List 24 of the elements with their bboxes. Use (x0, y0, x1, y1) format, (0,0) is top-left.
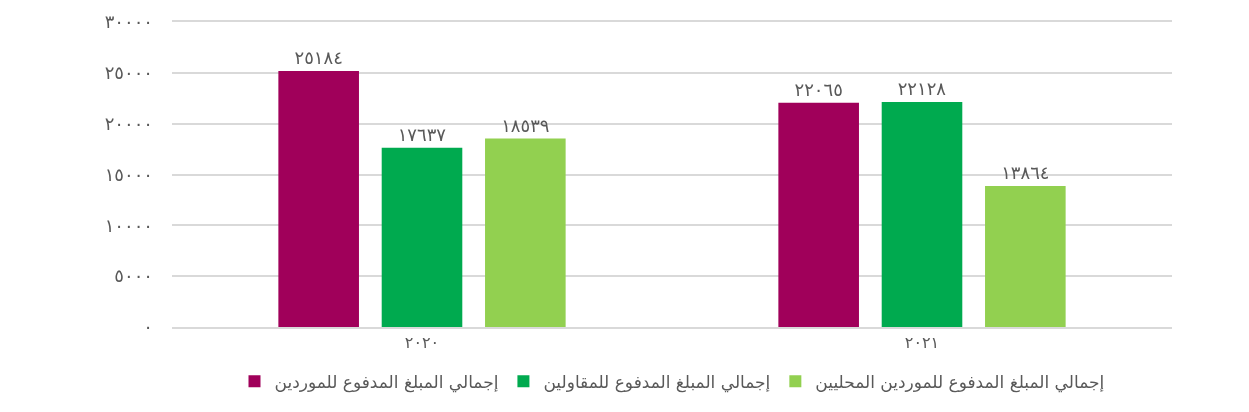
y-tick-label: ٥٠٠٠ (114, 265, 153, 287)
legend-label: إجمالي المبلغ المدفوع للموردين المحليين (815, 371, 1105, 393)
x-tick-label: ٢٠٢٠ (404, 332, 440, 352)
y-tick-label: ٠ (143, 316, 153, 338)
bar (778, 102, 859, 327)
data-label: ١٨٥٣٩ (501, 114, 550, 136)
y-tick-label: ٢٥٠٠٠ (104, 62, 153, 84)
y-tick-label: ١٥٠٠٠ (104, 163, 153, 185)
bar (985, 186, 1066, 327)
bar (881, 102, 963, 327)
data-label: ٢٢٠٦٥ (794, 78, 843, 100)
data-label: ١٣٨٦٤ (1001, 162, 1050, 184)
legend-label: إجمالي المبلغ المدفوع للمقاولين (543, 371, 771, 393)
y-tick-label: ٣٠٠٠٠ (104, 11, 153, 33)
bar (278, 70, 359, 327)
y-tick-label: ٢٠٠٠٠ (104, 112, 153, 134)
y-tick-label: ١٠٠٠٠ (104, 214, 153, 236)
x-tick-label: ٢٠٢١ (904, 332, 940, 352)
bar (381, 147, 463, 327)
bar (485, 138, 566, 327)
data-label: ٢٥١٨٤ (294, 46, 343, 68)
data-label: ١٧٦٣٧ (397, 123, 447, 145)
data-label: ٢٢١٢٨ (897, 78, 947, 100)
legend-label: إجمالي المبلغ المدفوع للموردين (274, 371, 499, 393)
